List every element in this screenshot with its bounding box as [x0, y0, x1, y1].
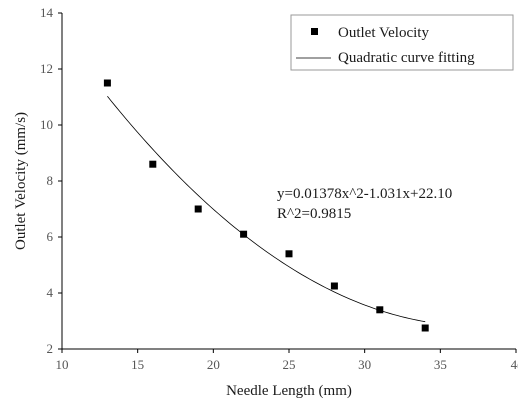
equation-annotation: y=0.01378x^2-1.031x+22.10 [277, 186, 452, 202]
fit-curve-line [107, 96, 426, 323]
y-axis-ticks: 2 4 6 8 10 12 14 [40, 5, 62, 356]
x-tick-label-30: 30 [358, 357, 371, 372]
x-tick-label-25: 25 [283, 357, 296, 372]
y-tick-label-14: 14 [40, 5, 54, 20]
legend-box [290, 14, 514, 71]
y-tick-label-2: 2 [47, 341, 54, 356]
legend-label-fit: Quadratic curve fitting [338, 50, 475, 66]
data-point-1 [149, 160, 157, 168]
x-tick-label-40: 4( [511, 357, 518, 372]
legend-label-outlet-velocity: Outlet Velocity [338, 25, 429, 41]
y-tick-label-8: 8 [47, 173, 54, 188]
x-tick-label-15: 15 [131, 357, 144, 372]
data-point-0 [103, 79, 111, 87]
r-squared-annotation: R^2=0.9815 [277, 206, 351, 222]
y-tick-label-12: 12 [40, 61, 53, 76]
x-axis-title: Needle Length (mm) [226, 383, 352, 399]
data-point-3 [240, 230, 248, 238]
data-points [103, 79, 429, 332]
x-axis-ticks: 10 15 20 25 30 35 4( [56, 349, 518, 372]
x-tick-label-35: 35 [434, 357, 447, 372]
y-tick-label-4: 4 [47, 285, 54, 300]
data-point-7 [421, 324, 429, 332]
y-axis-title: Outlet Velocity (mm/s) [13, 112, 29, 250]
x-tick-label-20: 20 [207, 357, 220, 372]
legend-marker-outlet-velocity [311, 28, 318, 35]
data-point-6 [376, 306, 384, 314]
data-point-2 [194, 205, 202, 213]
legend: Outlet Velocity Quadratic curve fitting [290, 14, 514, 71]
data-point-4 [285, 250, 293, 258]
y-tick-label-6: 6 [47, 229, 54, 244]
x-tick-label-10: 10 [56, 357, 69, 372]
y-tick-label-10: 10 [40, 117, 53, 132]
data-point-5 [330, 282, 338, 290]
